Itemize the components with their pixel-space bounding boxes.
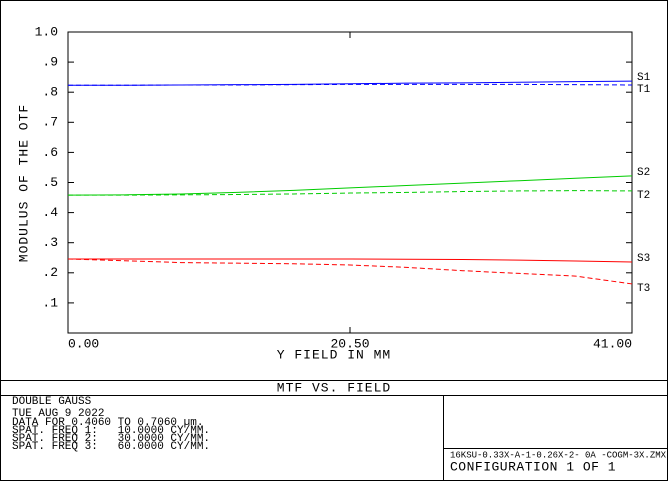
x-tick-label: 0.00 <box>68 336 99 351</box>
series-line <box>68 258 633 263</box>
file-name: 16KSU-0.33X-A-1-0.26X-2- 0A -COGM-3X.ZMX <box>450 450 667 460</box>
configuration: CONFIGURATION 1 OF 1 <box>450 459 616 474</box>
x-tick-label: 20.50 <box>330 336 369 351</box>
y-tick-label: .9 <box>42 55 58 70</box>
y-tick-label: .1 <box>42 295 58 310</box>
series-label: S3 <box>637 253 650 265</box>
series-label: T3 <box>637 283 650 295</box>
frequency-line: SPAT. FREQ 3: 60.0000 CY/MM. <box>12 441 210 453</box>
y-tick-label: .7 <box>42 115 58 130</box>
frequency-line: SPAT. FREQ 1: 10.0000 CY/MM. <box>12 425 210 437</box>
y-tick-label: .6 <box>42 145 58 160</box>
plot-frame <box>67 31 633 334</box>
y-tick-label: .8 <box>42 85 58 100</box>
series-label: S1 <box>637 72 651 84</box>
lens-name: DOUBLE GAUSS <box>12 396 92 408</box>
series-line <box>67 258 633 285</box>
frequency-line: SPAT. FREQ 2: 30.0000 CY/MM. <box>12 433 210 445</box>
series-line <box>67 175 633 196</box>
series-label: T2 <box>637 190 650 202</box>
series-label: T1 <box>637 84 651 96</box>
series-line <box>68 190 633 196</box>
y-axis-label: MODULUS OF THE OTF <box>16 104 31 262</box>
data-range: DATA FOR 0.4060 TO 0.7060 µm. <box>12 417 203 429</box>
x-tick-label: 41.00 <box>593 336 632 351</box>
y-tick-label: .2 <box>42 265 58 280</box>
y-tick-label: .5 <box>42 175 58 190</box>
series-line <box>68 80 633 86</box>
series-label: S2 <box>637 167 650 179</box>
series-line <box>68 83 633 86</box>
x-axis-label: Y FIELD IN MM <box>277 347 391 362</box>
y-tick-label: .4 <box>42 205 58 220</box>
chart-title: MTF VS. FIELD <box>277 380 391 395</box>
y-tick-label: .3 <box>42 235 58 250</box>
y-tick-label: 1.0 <box>35 24 58 39</box>
date: TUE AUG 9 2022 <box>12 408 104 420</box>
